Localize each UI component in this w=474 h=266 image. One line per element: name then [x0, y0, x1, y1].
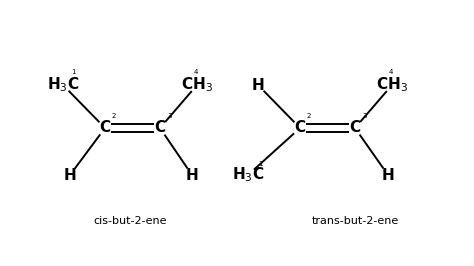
- Text: C: C: [294, 120, 306, 135]
- Text: 1: 1: [71, 69, 75, 75]
- Text: cis-but-2-ene: cis-but-2-ene: [93, 216, 167, 226]
- Text: C: C: [155, 120, 165, 135]
- Text: 1: 1: [258, 161, 263, 167]
- Text: 4: 4: [194, 69, 199, 75]
- Text: 2: 2: [112, 113, 117, 119]
- Text: H: H: [382, 168, 394, 182]
- Text: trans-but-2-ene: trans-but-2-ene: [311, 216, 399, 226]
- Text: H: H: [186, 168, 199, 182]
- Text: C: C: [349, 120, 361, 135]
- Text: H$_3$C: H$_3$C: [47, 76, 79, 94]
- Text: 4: 4: [389, 69, 393, 75]
- Text: C: C: [100, 120, 110, 135]
- Text: CH$_3$: CH$_3$: [376, 76, 408, 94]
- Text: 3: 3: [362, 113, 366, 119]
- Text: H: H: [64, 168, 76, 182]
- Text: 3: 3: [167, 113, 172, 119]
- Text: H$_3$C: H$_3$C: [232, 166, 264, 184]
- Text: CH$_3$: CH$_3$: [181, 76, 213, 94]
- Text: H: H: [252, 77, 264, 93]
- Text: 2: 2: [307, 113, 311, 119]
